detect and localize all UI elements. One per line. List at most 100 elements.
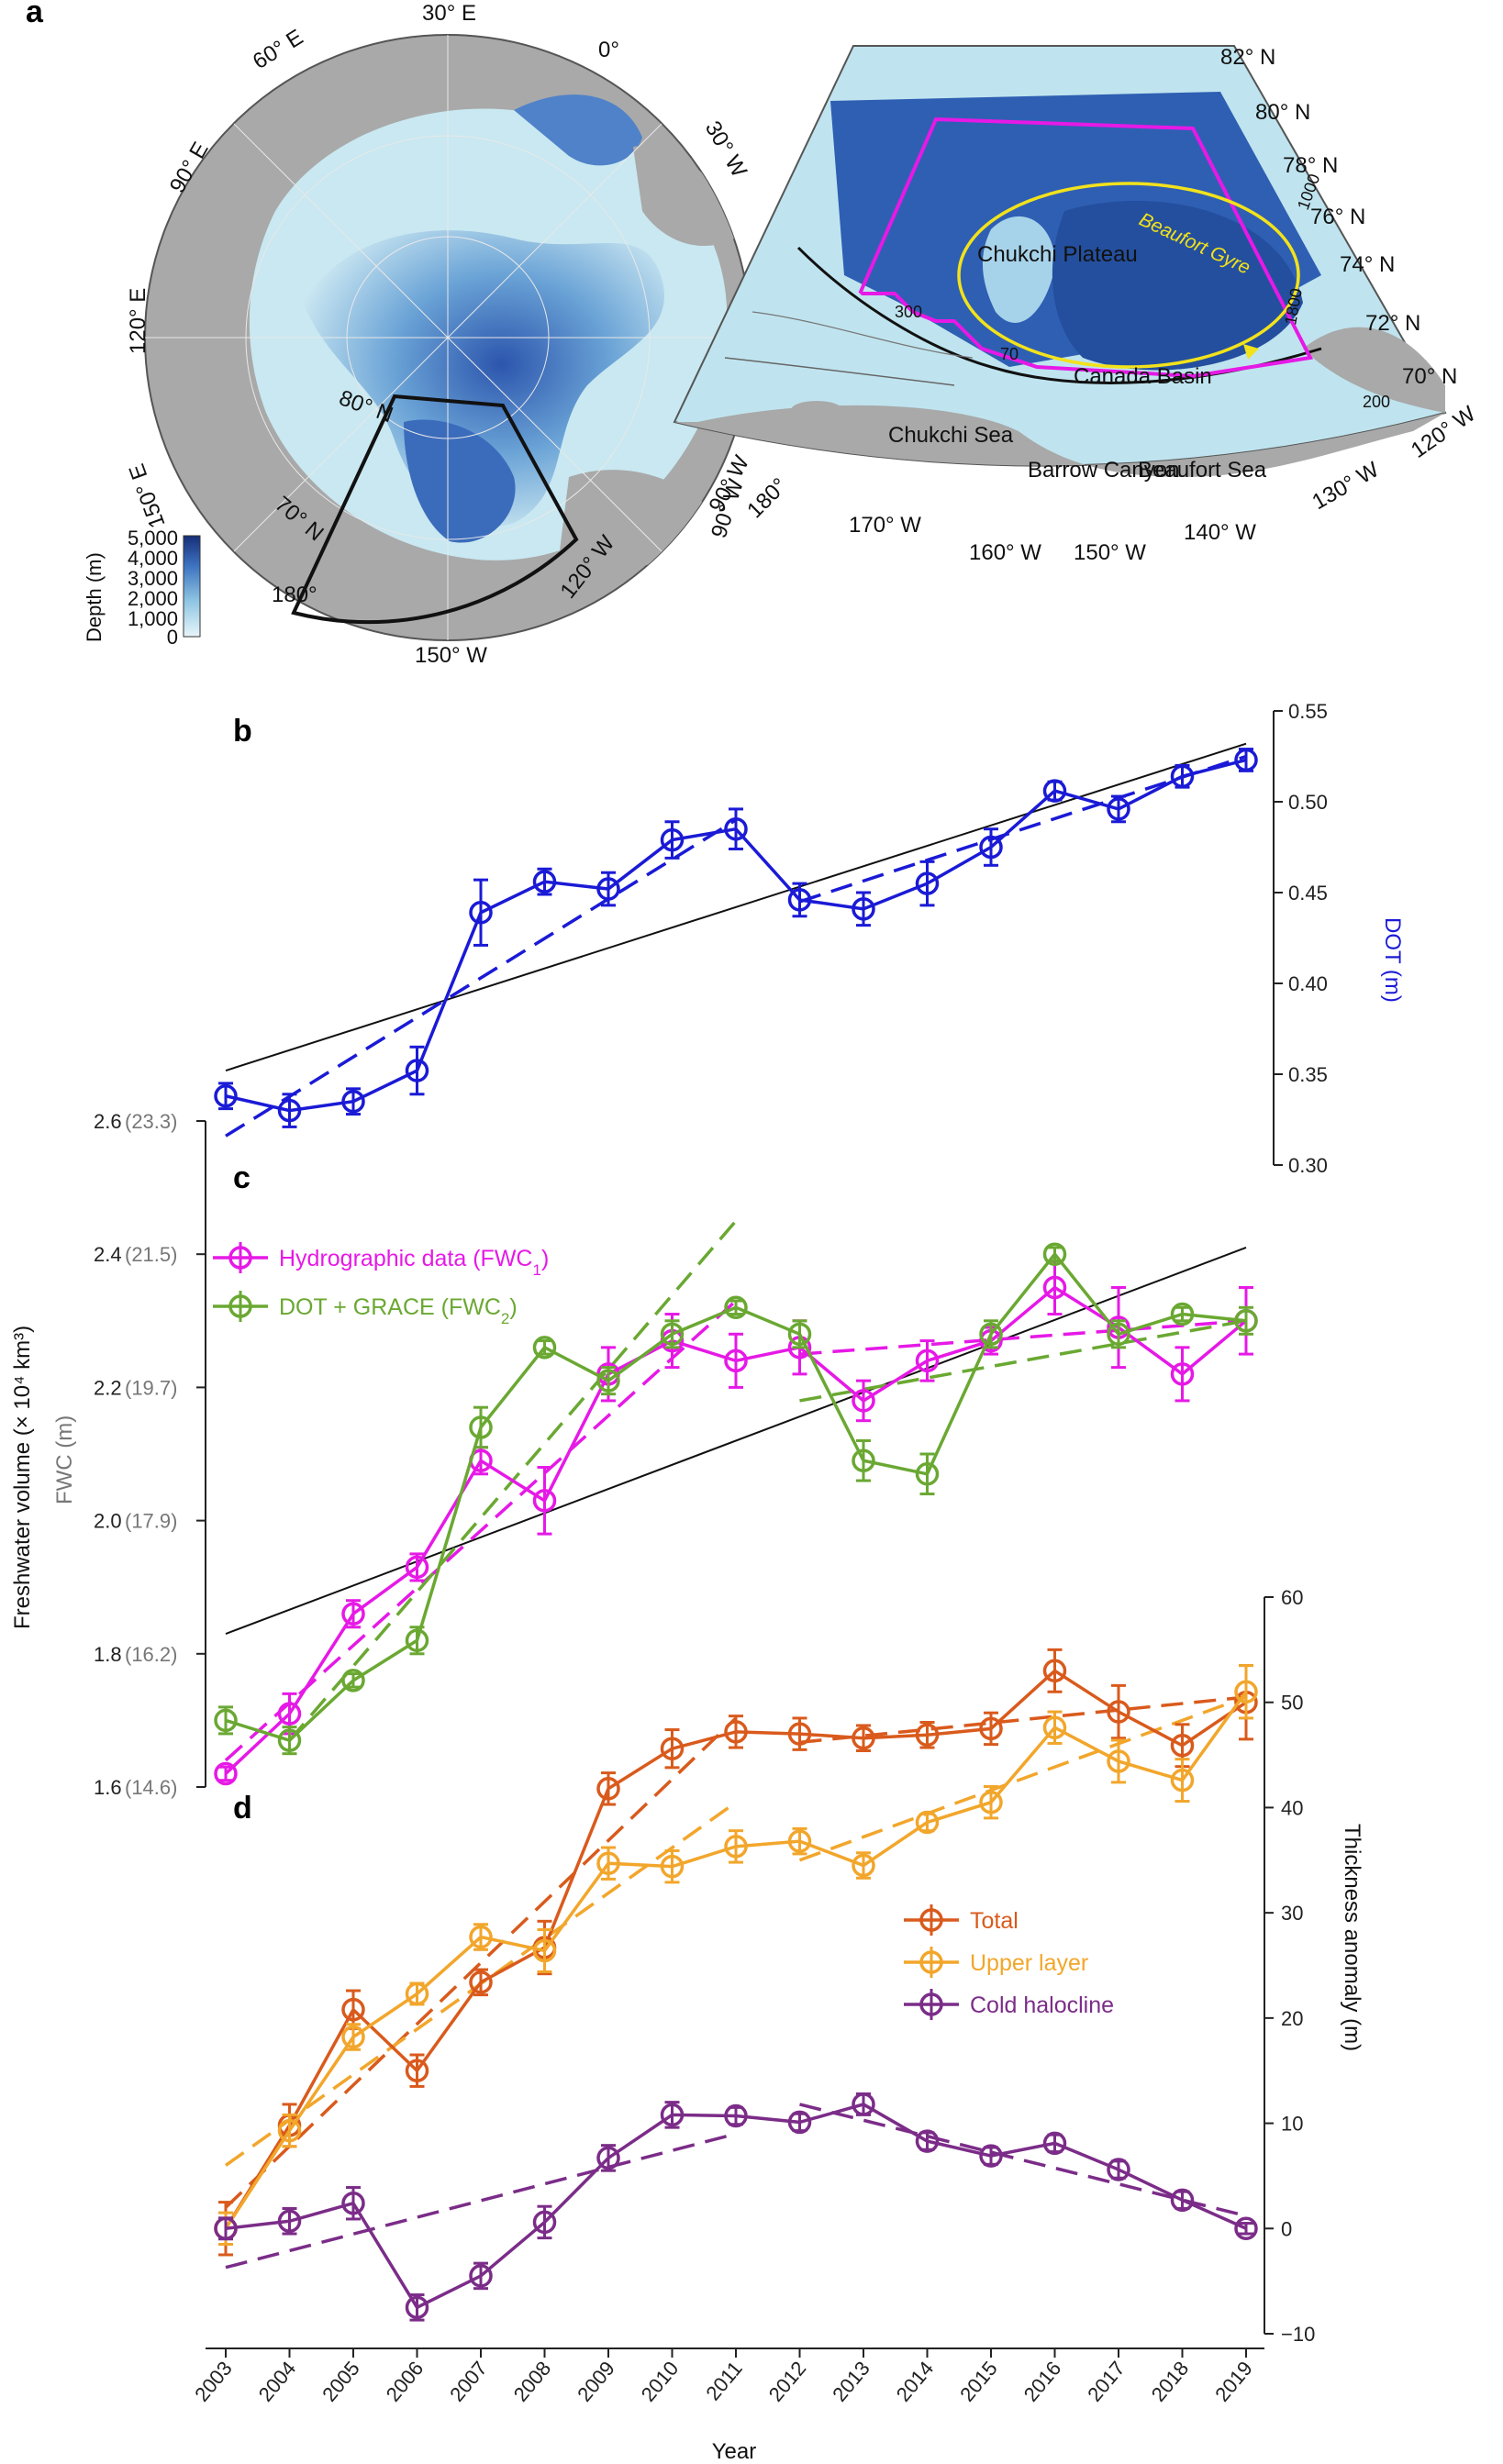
depth-tick: 1,000: [128, 607, 178, 630]
panel-d-segment-trend: [798, 1695, 1247, 1862]
lon-0: 0°: [598, 38, 619, 62]
panel-d-series-cold-halocline-point: [214, 2216, 238, 2241]
region-barrow-canyon: Barrow Canyon: [1028, 458, 1179, 483]
panel-c-series-dot-grace-fwc2-point: [469, 1415, 493, 1439]
panel-d-xtick-label: 2012: [764, 2357, 811, 2406]
panel-c-ytick-fwc-label: (16.2): [125, 1643, 177, 1666]
panel-d-series-upper-layer-point: [787, 1829, 812, 1853]
panel-b-ytick-label: 0.35: [1288, 1063, 1328, 1086]
polar-map: 30° E 0° 60° E 30° W 90° E 120° E 150° E…: [125, 1, 752, 668]
panel-d-legend-entry-text: Total: [970, 1908, 1019, 1934]
panel-b-series-dot-point: [1170, 764, 1195, 789]
panel-c-legend-entry-text: Hydrographic data (FWC1): [279, 1246, 549, 1279]
panel-c-ylabel: Freshwater volume (× 10⁴ km³): [10, 1326, 35, 1629]
panel-d-series-total-point: [787, 1722, 812, 1746]
lon-180: 180°: [272, 583, 317, 607]
panel-b-series-dot-point: [405, 1059, 429, 1082]
panel-d-series-upper-layer-point: [1042, 1715, 1067, 1739]
panel-d-series-total-point: [405, 2059, 429, 2082]
panel-c-series-dot-grace-fwc2-point: [277, 1728, 302, 1752]
panel-d-series-upper-layer-point: [852, 1853, 875, 1878]
panel-c-label: c: [233, 1160, 250, 1195]
depth-tick: 5,000: [128, 527, 178, 549]
region-canada-basin: Canada Basin: [1074, 364, 1212, 389]
panel-c-legend-entry-text: DOT + GRACE (FWC2): [279, 1294, 518, 1327]
panel-c-series-dot-grace-fwc2-point: [405, 1628, 429, 1653]
panel-b-series-dot-point: [469, 901, 493, 925]
panel-b-series-dot-point: [660, 827, 685, 852]
panel-b-series-dot-point: [532, 870, 557, 893]
panel-d-series-upper-layer-point: [979, 1790, 1003, 1815]
panel-c-ytick-fwc-label: (17.9): [125, 1510, 177, 1533]
panel-b-series-dot-point: [1234, 748, 1258, 772]
panel-d-xtick-label: 2006: [382, 2357, 429, 2406]
panel-d-ytick-label: −10: [1281, 2323, 1315, 2346]
panel-d-series-cold-halocline-point: [979, 2144, 1003, 2168]
inset-lat-72n: 72° N: [1365, 311, 1420, 336]
panel-c-ytick-fwc-label: (21.5): [125, 1243, 177, 1266]
panel-d-series-upper-layer-point: [1170, 1768, 1195, 1793]
panel-d-series-cold-halocline-line: [225, 2103, 1247, 2310]
panel-d-series-upper-layer-line: [224, 1691, 1248, 2230]
panel-d-series-total-point: [596, 1777, 620, 1801]
panel-d-series-cold-halocline-point: [787, 2110, 812, 2135]
region-chukchi-plateau: Chukchi Plateau: [977, 242, 1138, 267]
panel-c-ytick-label: 2.6: [94, 1110, 122, 1133]
panel-c-series-hydrographic-data-fwc1-point: [277, 1702, 302, 1726]
panel-c-series-dot-grace-fwc2-point: [915, 1462, 940, 1486]
panel-d-legend-entry-swatch-marker: [919, 1950, 943, 1974]
panel-c-overall-trend: [225, 1247, 1247, 1635]
panel-b-overall-trend: [225, 742, 1247, 1071]
inset-lat-70n: 70° N: [1402, 364, 1457, 389]
panel-a-label: a: [26, 0, 44, 29]
panel-d-xtick-label: 2008: [509, 2357, 556, 2406]
panel-c-ytick-fwc-label: (19.7): [125, 1376, 177, 1399]
depth-tick: 2,000: [128, 587, 178, 610]
panel-d-series-cold-halocline-point: [596, 2146, 620, 2170]
panel-b-series-dot-point: [1107, 797, 1130, 821]
panel-d-ytick-label: 10: [1281, 2113, 1303, 2136]
panel-b-segment-trend: [798, 754, 1247, 904]
panel-d-xtick-label: 2018: [1147, 2357, 1194, 2406]
lon-150w: 150° W: [415, 643, 487, 668]
panel-d-label: d: [233, 1791, 252, 1826]
panel-c-series-hydrographic-data-fwc1-point: [852, 1389, 875, 1413]
panel-c-series-hydrographic-data-fwc1-point: [405, 1555, 429, 1580]
panel-d-series-total-point: [915, 1723, 940, 1748]
panel-d-xtick-label: 2014: [892, 2357, 939, 2406]
panel-d-legend-entry-text: Cold halocline: [970, 1992, 1114, 2018]
panel-c-series-dot-grace-fwc2-point: [787, 1322, 812, 1347]
panel-c-series-hydrographic-data-fwc1-point: [724, 1349, 748, 1373]
inset-map: 82° N 80° N 78° N 76° N 74° N 72° N 70° …: [673, 45, 1480, 565]
panel-d-ytick-label: 20: [1281, 2007, 1303, 2030]
panel-c-series-dot-grace-fwc2-point: [1107, 1322, 1130, 1347]
panel-c-legend-entry-swatch-marker: [228, 1294, 252, 1318]
panel-b-series-dot-point: [596, 877, 620, 901]
panel-b-segment-trend: [225, 818, 737, 1138]
panel-c-ytick-fwc-label: (14.6): [125, 1776, 177, 1799]
panel-c-series-hydrographic-data-fwc1-point: [532, 1489, 557, 1513]
panel-b-ytick-label: 0.40: [1288, 972, 1328, 995]
panel-d-xlabel: Year: [712, 2439, 757, 2464]
panel-b-ytick-label: 0.50: [1288, 791, 1328, 814]
panel-d-xtick-label: 2017: [1083, 2357, 1130, 2406]
panel-d-xtick-label: 2011: [701, 2357, 747, 2404]
depth-colorbar: Depth (m) 5,000 4,000 3,000 2,000 1,000 …: [83, 527, 201, 649]
inset-lat-78n: 78° N: [1283, 153, 1338, 178]
lon-150e: 150° E: [125, 461, 171, 531]
panel-d-xtick-label: 2019: [1210, 2357, 1257, 2406]
panel-b-series-dot-point: [724, 816, 748, 841]
panel-d-xtick-label: 2005: [317, 2357, 364, 2406]
inset-lon-150w: 150° W: [1074, 540, 1146, 565]
panel-c-series-dot-grace-fwc2-point: [341, 1669, 365, 1693]
panel-d-series-cold-halocline-point: [277, 2209, 302, 2234]
panel-c-series-dot-grace-fwc2-point: [852, 1448, 875, 1473]
panel-c-ytick-label: 2.0: [94, 1510, 122, 1533]
panel-b-ytick-label: 0.45: [1288, 882, 1328, 905]
panel-d-series-total-point: [724, 1720, 748, 1744]
panel-d-ytick-label: 0: [1281, 2217, 1292, 2240]
panel-c-legend-entry-swatch-marker: [228, 1246, 252, 1270]
panel-d-series-total-point: [1170, 1733, 1195, 1758]
panel-b-series-dot-point: [341, 1089, 365, 1114]
